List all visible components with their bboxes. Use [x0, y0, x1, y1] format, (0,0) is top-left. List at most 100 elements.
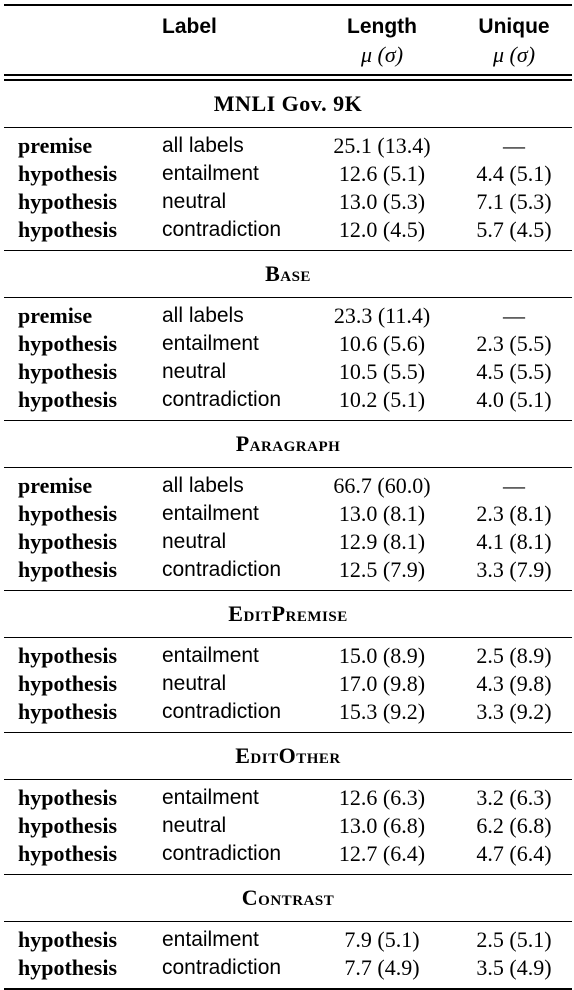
- section-rule: [4, 467, 572, 468]
- row-label: neutral: [162, 530, 227, 553]
- table-row: hypothesis entailment 12.6 (5.1) 4.4 (5.1): [4, 160, 572, 188]
- table-row: hypothesis neutral 13.0 (6.8) 6.2 (6.8): [4, 812, 572, 840]
- row-unique: 3.3 (9.2): [476, 699, 552, 724]
- row-label: entailment: [162, 644, 259, 667]
- table-row: hypothesis neutral 12.9 (8.1) 4.1 (8.1): [4, 528, 572, 556]
- row-length: 12.7 (6.4): [338, 841, 426, 866]
- section-title: EditPremise: [228, 601, 348, 626]
- row-length: 66.7 (60.0): [333, 473, 431, 498]
- row-length: 12.0 (4.5): [338, 217, 426, 242]
- row-length: 15.3 (9.2): [338, 699, 426, 724]
- section-title: Base: [265, 261, 311, 286]
- row-label: entailment: [162, 162, 259, 185]
- row-unique: 2.3 (5.5): [476, 331, 552, 356]
- table-row: hypothesis entailment 13.0 (8.1) 2.3 (8.1): [4, 500, 572, 528]
- table-body: MNLI Gov. 9K premise all labels 25.1 (13.4)…: [4, 81, 572, 990]
- header-length: Length: [347, 15, 417, 38]
- row-unique: 6.2 (6.8): [476, 813, 552, 838]
- row-unique: 4.0 (5.1): [476, 387, 552, 412]
- row-unique: 4.1 (8.1): [476, 529, 552, 554]
- row-field: hypothesis: [18, 501, 118, 526]
- row-field: hypothesis: [18, 785, 118, 810]
- row-field: hypothesis: [18, 359, 118, 384]
- table-row: hypothesis entailment 7.9 (5.1) 2.5 (5.1): [4, 926, 572, 954]
- row-unique: 2.5 (8.9): [476, 643, 552, 668]
- header-unique: Unique: [478, 15, 550, 38]
- row-unique: 4.3 (9.8): [476, 671, 552, 696]
- section-rule: [4, 779, 572, 780]
- row-length: 12.6 (6.3): [338, 785, 426, 810]
- table-row: hypothesis neutral 17.0 (9.8) 4.3 (9.8): [4, 670, 572, 698]
- row-field: hypothesis: [18, 529, 118, 554]
- row-label: entailment: [162, 786, 259, 809]
- section-rows: hypothesis entailment 15.0 (8.9) 2.5 (8.9) h…: [4, 638, 572, 732]
- section-rows: premise all labels 23.3 (11.4) — hypothesis e…: [4, 298, 572, 420]
- row-length: 23.3 (11.4): [333, 303, 431, 328]
- row-unique: 2.3 (8.1): [476, 501, 552, 526]
- row-label: all labels: [162, 474, 244, 497]
- row-unique: —: [503, 133, 525, 158]
- row-label: contradiction: [162, 218, 282, 241]
- section-title: Contrast: [241, 885, 335, 910]
- section-end-rule: [4, 732, 572, 733]
- row-label: all labels: [162, 134, 244, 157]
- row-field: hypothesis: [18, 643, 118, 668]
- section-end-rule: [4, 874, 572, 875]
- section-rule: [4, 921, 572, 922]
- row-field: premise: [18, 303, 93, 328]
- table-row: hypothesis neutral 13.0 (5.3) 7.1 (5.3): [4, 188, 572, 216]
- row-unique: 7.1 (5.3): [476, 189, 552, 214]
- row-unique: 5.7 (4.5): [476, 217, 552, 242]
- section-rows: hypothesis entailment 7.9 (5.1) 2.5 (5.1) hy…: [4, 922, 572, 988]
- row-label: entailment: [162, 928, 259, 951]
- header-unique-sub: μ (σ): [492, 42, 536, 67]
- row-label: all labels: [162, 304, 244, 327]
- row-field: hypothesis: [18, 955, 118, 980]
- table-header: Label Length μ (σ) Unique μ (σ): [4, 6, 572, 74]
- row-unique: 3.2 (6.3): [476, 785, 552, 810]
- row-field: hypothesis: [18, 387, 118, 412]
- row-unique: 2.5 (5.1): [476, 927, 552, 952]
- row-field: hypothesis: [18, 927, 118, 952]
- row-unique: 4.5 (5.5): [476, 359, 552, 384]
- section-title: MNLI Gov. 9K: [213, 91, 363, 116]
- row-label: contradiction: [162, 956, 282, 979]
- row-field: premise: [18, 133, 93, 158]
- table-row: hypothesis neutral 10.5 (5.5) 4.5 (5.5): [4, 358, 572, 386]
- row-length: 13.0 (8.1): [338, 501, 426, 526]
- row-length: 25.1 (13.4): [333, 133, 431, 158]
- row-length: 13.0 (6.8): [338, 813, 426, 838]
- row-unique: 4.7 (6.4): [476, 841, 552, 866]
- header-length-sub: μ (σ): [360, 42, 404, 67]
- table-row: premise all labels 23.3 (11.4) —: [4, 302, 572, 330]
- row-field: premise: [18, 473, 93, 498]
- row-unique: —: [503, 473, 525, 498]
- table-row: hypothesis contradiction 12.7 (6.4) 4.7 (6.…: [4, 840, 572, 868]
- table-row: premise all labels 25.1 (13.4) —: [4, 132, 572, 160]
- row-length: 13.0 (5.3): [338, 189, 426, 214]
- row-length: 10.2 (5.1): [338, 387, 426, 412]
- row-length: 15.0 (8.9): [338, 643, 426, 668]
- row-label: neutral: [162, 190, 227, 213]
- row-field: hypothesis: [18, 161, 118, 186]
- row-field: hypothesis: [18, 841, 118, 866]
- row-length: 10.5 (5.5): [338, 359, 426, 384]
- table-row: premise all labels 66.7 (60.0) —: [4, 472, 572, 500]
- row-label: contradiction: [162, 842, 282, 865]
- header-rule-1: [4, 74, 572, 76]
- section-rows: hypothesis entailment 12.6 (6.3) 3.2 (6.3) h…: [4, 780, 572, 874]
- statistics-table: Label Length μ (σ) Unique μ (σ) MNLI Gov…: [4, 4, 572, 990]
- row-length: 12.6 (5.1): [338, 161, 426, 186]
- header-label: Label: [162, 15, 217, 38]
- section-rule: [4, 297, 572, 298]
- table-row: hypothesis contradiction 15.3 (9.2) 3.3 (9.…: [4, 698, 572, 726]
- section-end-rule: [4, 590, 572, 591]
- row-label: neutral: [162, 672, 227, 695]
- row-field: hypothesis: [18, 557, 118, 582]
- row-length: 7.7 (4.9): [344, 955, 420, 980]
- row-unique: —: [503, 303, 525, 328]
- table-row: hypothesis entailment 12.6 (6.3) 3.2 (6.3): [4, 784, 572, 812]
- row-label: contradiction: [162, 700, 282, 723]
- row-label: contradiction: [162, 558, 282, 581]
- row-length: 12.9 (8.1): [338, 529, 426, 554]
